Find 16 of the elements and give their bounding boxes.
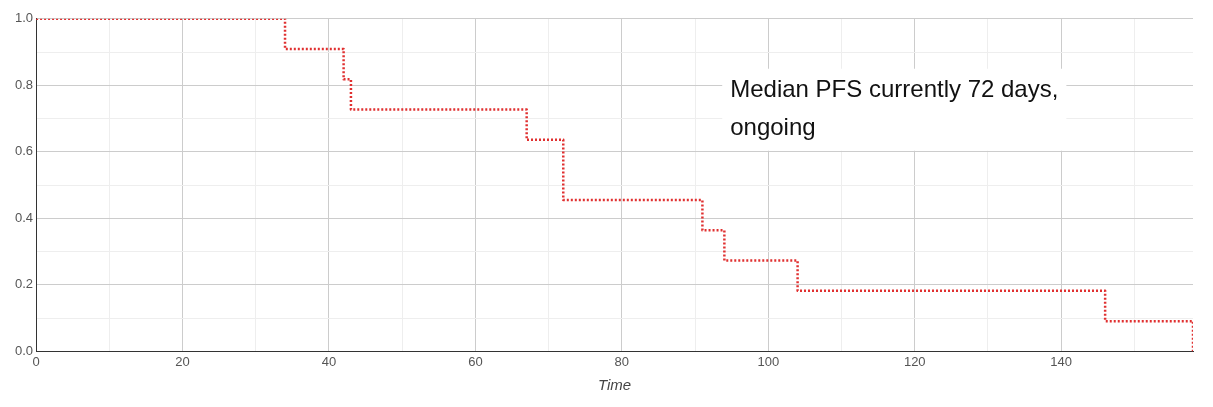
- y-tick-label: 1.0: [14, 10, 34, 26]
- y-tick-label: 0.6: [14, 143, 34, 159]
- y-tick-label: 0.0: [14, 342, 34, 358]
- x-axis-title: Time: [597, 376, 632, 394]
- x-tick-label: 60: [468, 353, 483, 369]
- x-tick-label: 0: [32, 353, 40, 369]
- y-tick-label: 0.2: [14, 276, 34, 292]
- annotation: Median PFS currently 72 days, ongoing: [730, 75, 1059, 141]
- x-tick-label: 100: [757, 353, 780, 369]
- y-tick-label: 0.4: [14, 209, 34, 225]
- y-tick-label: 0.8: [14, 76, 34, 92]
- x-tick-label: 20: [175, 353, 190, 369]
- x-tick-label: 40: [321, 353, 337, 369]
- x-tick-label: 140: [1050, 353, 1073, 369]
- x-tick-label: 120: [903, 353, 926, 369]
- x-tick-label: 80: [614, 353, 630, 369]
